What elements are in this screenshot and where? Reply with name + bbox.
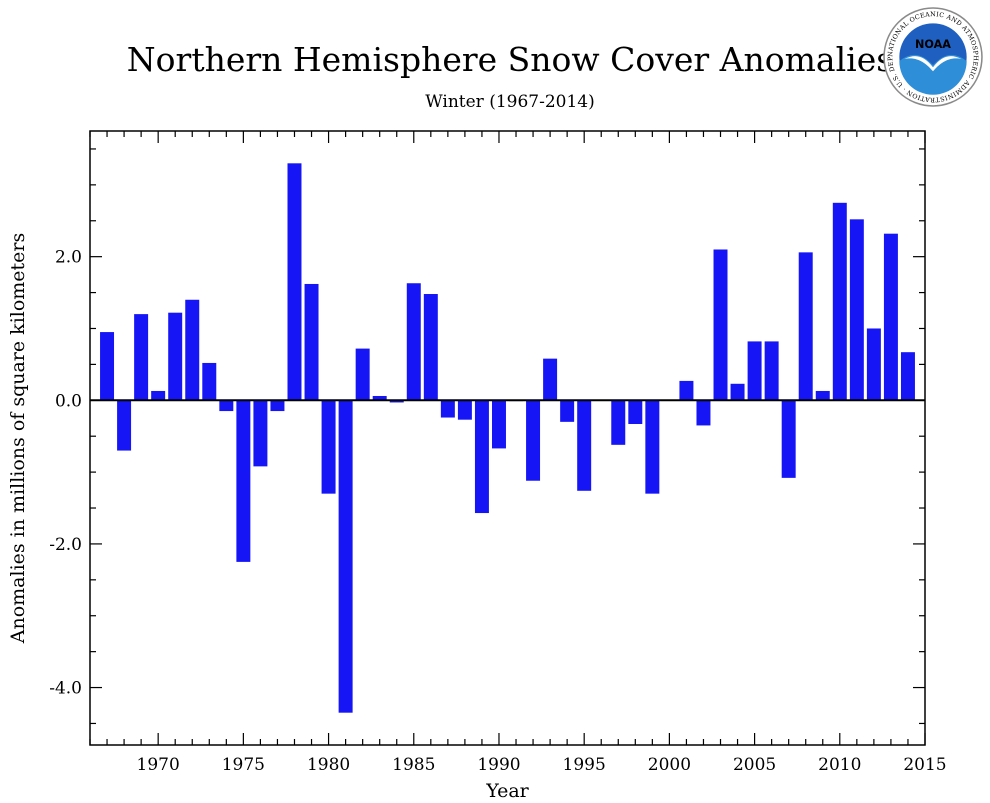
y-tick-label: 2.0	[55, 248, 82, 268]
x-tick-label: 2000	[648, 755, 691, 775]
bar-1981	[338, 400, 353, 713]
y-tick-label: -4.0	[49, 679, 82, 699]
bar-2003	[713, 249, 728, 401]
bar-2011	[849, 219, 864, 401]
x-tick-label: 1970	[137, 755, 180, 775]
chart-subtitle: Winter (1967-2014)	[425, 92, 595, 112]
bar-1997	[611, 400, 626, 445]
bar-1994	[560, 400, 575, 422]
bar-1979	[304, 283, 319, 401]
bar-1972	[185, 299, 200, 401]
y-tick-label: 0.0	[55, 391, 82, 411]
bar-2001	[679, 380, 694, 401]
x-tick-label: 2005	[733, 755, 776, 775]
bar-1989	[474, 400, 489, 514]
bar-2005	[747, 341, 762, 401]
x-tick-label: 1980	[307, 755, 350, 775]
x-tick-label: 1975	[222, 755, 265, 775]
bar-1980	[321, 400, 336, 494]
chart-title: Northern Hemisphere Snow Cover Anomalies	[126, 40, 894, 79]
x-tick-label: 2015	[903, 755, 946, 775]
plot-frame	[89, 130, 926, 746]
bar-1974	[219, 400, 234, 412]
bar-2014	[900, 352, 915, 401]
bar-1987	[440, 400, 455, 418]
noaa-logo-icon: NATIONAL OCEANIC AND ATMOSPHERIC ADMINIS…	[882, 6, 983, 107]
bar-1977	[270, 400, 285, 412]
bar-2010	[832, 202, 847, 401]
bar-1984	[389, 400, 404, 403]
bar-1967	[100, 332, 115, 401]
bar-2009	[815, 390, 830, 401]
x-tick-label: 2010	[818, 755, 861, 775]
x-tick-label: 1990	[477, 755, 520, 775]
bar-1973	[202, 362, 217, 401]
x-tick-label: 1995	[563, 755, 606, 775]
x-axis-label: Year	[485, 780, 529, 802]
bar-2007	[781, 400, 796, 478]
bar-2013	[883, 233, 898, 401]
bar-2006	[764, 341, 779, 401]
bar-2008	[798, 252, 813, 401]
logo-text: NOAA	[915, 38, 951, 51]
bar-1998	[628, 400, 643, 424]
bar-1999	[645, 400, 660, 494]
bar-1993	[543, 358, 558, 401]
bar-1990	[491, 400, 506, 449]
bar-1985	[406, 283, 421, 401]
bar-1986	[423, 294, 438, 401]
bar-group	[100, 163, 915, 713]
y-axis: -4.0 -2.0 0.0 2.0	[49, 148, 925, 725]
bar-1969	[134, 314, 149, 401]
x-axis: 1970 1975 1980 1985 1990 1995 2000 2005 2010 2015	[89, 131, 947, 775]
bar-1982	[355, 348, 370, 401]
bar-1968	[117, 400, 132, 451]
bar-1983	[372, 395, 387, 401]
bar-1988	[457, 400, 472, 420]
bar-1975	[236, 400, 251, 562]
bar-1971	[168, 312, 183, 401]
bar-2004	[730, 383, 745, 401]
bar-2002	[696, 400, 711, 426]
bar-2012	[866, 328, 881, 401]
bar-1995	[577, 400, 592, 491]
bar-1978	[287, 163, 302, 401]
y-axis-label: Anomalies in millions of square kilomete…	[7, 233, 29, 645]
y-tick-label: -2.0	[49, 535, 82, 555]
bar-1976	[253, 400, 268, 467]
bar-1992	[526, 400, 541, 481]
bar-1970	[151, 390, 166, 401]
x-tick-label: 1985	[392, 755, 435, 775]
